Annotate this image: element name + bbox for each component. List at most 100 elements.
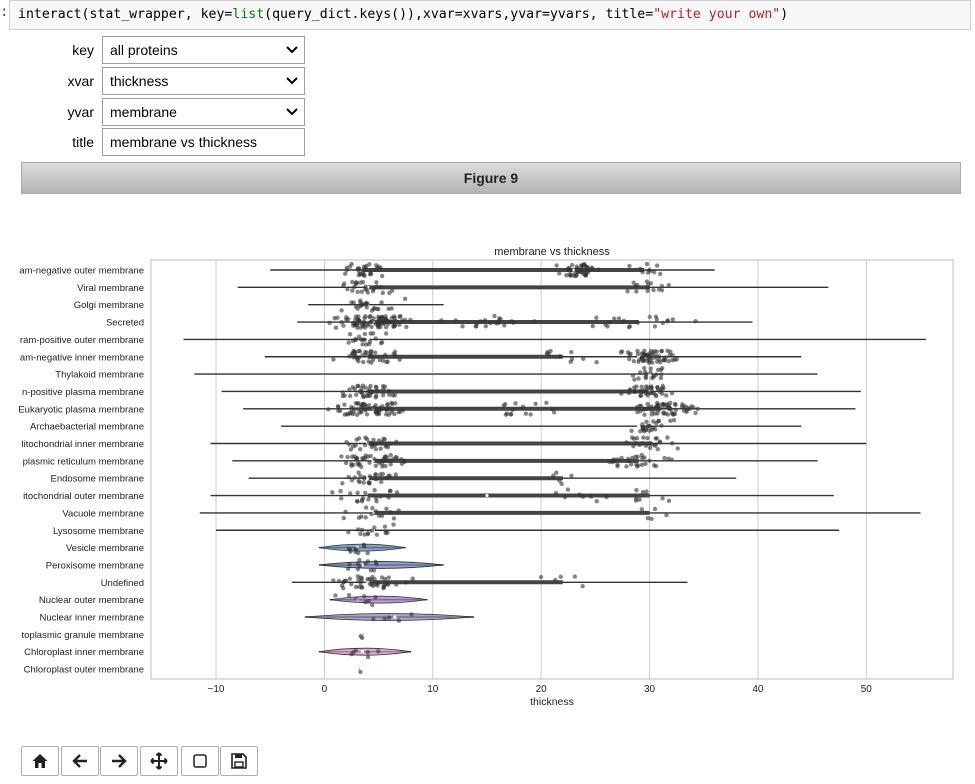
strip-point [388, 452, 393, 458]
strip-point [639, 384, 644, 390]
strip-point [355, 490, 360, 496]
strip-point [347, 576, 353, 581]
strip-point [655, 367, 661, 373]
chevron-down-icon [286, 46, 298, 54]
strip-point [594, 499, 599, 504]
strip-point [668, 349, 673, 354]
strip-point [631, 443, 636, 449]
pan-button[interactable] [140, 746, 178, 776]
strip-point [564, 273, 569, 278]
strip-point [639, 403, 644, 409]
strip-point [339, 496, 344, 501]
yvar-dropdown[interactable]: membrane [102, 98, 305, 126]
strip-point [383, 463, 388, 469]
violin-median [485, 493, 489, 498]
strip-point [644, 419, 649, 424]
back-button[interactable] [61, 746, 99, 776]
strip-point [335, 404, 341, 409]
strip-point [353, 647, 359, 653]
strip-point [647, 445, 653, 451]
strip-point [580, 584, 585, 589]
strip-point [630, 373, 636, 378]
strip-point [362, 593, 367, 599]
strip-point [356, 550, 361, 556]
strip-point [363, 314, 368, 319]
strip-point [634, 435, 640, 441]
strip-point [666, 359, 671, 364]
strip-point [358, 473, 363, 478]
strip-point [359, 514, 364, 519]
strip-point [343, 271, 348, 276]
strip-point [640, 269, 645, 275]
strip-point [373, 463, 379, 468]
strip-point [640, 424, 645, 430]
y-tick-label: plasmic reticulum membrane [23, 456, 144, 467]
strip-point [647, 458, 652, 463]
strip-point [590, 266, 595, 271]
strip-point [508, 412, 514, 417]
strip-point [377, 405, 383, 410]
strip-point [651, 374, 656, 379]
strip-point [659, 423, 664, 428]
plot-area [150, 259, 954, 680]
strip-point [645, 515, 651, 521]
strip-point [567, 272, 572, 278]
strip-point [372, 488, 377, 493]
chevron-down-icon [286, 77, 298, 85]
strip-point [636, 376, 641, 381]
home-button[interactable] [21, 746, 59, 776]
strip-point [391, 516, 397, 521]
strip-point [510, 407, 515, 413]
strip-point [663, 393, 669, 398]
forward-button[interactable] [100, 746, 138, 776]
strip-point [365, 454, 371, 459]
xvar-dropdown[interactable]: thickness [102, 67, 305, 95]
strip-point [382, 454, 388, 460]
strip-point [390, 401, 395, 407]
strip-point [359, 464, 364, 470]
zoom-rect-button[interactable] [181, 746, 219, 776]
strip-point [356, 317, 362, 323]
strip-point [657, 439, 663, 444]
strip-point [363, 349, 368, 355]
strip-point [365, 321, 371, 327]
strip-point [385, 580, 390, 585]
strip-point [366, 480, 372, 485]
yvar-dropdown-value: membrane [110, 104, 177, 120]
strip-point [681, 408, 687, 413]
strip-point [605, 324, 610, 329]
strip-point [637, 357, 642, 362]
strip-point [653, 353, 658, 358]
strip-point [374, 393, 379, 398]
arrow-right-icon [112, 754, 127, 768]
x-tick-label: −10 [208, 684, 225, 695]
strip-point [360, 342, 365, 347]
violin-plot[interactable]: −10 0 10 20 30 40 50 membrane vs thickness thick… [0, 238, 975, 708]
strip-point [654, 436, 660, 441]
strip-point [641, 429, 647, 434]
strip-point [388, 458, 393, 463]
strip-point [362, 532, 367, 537]
strip-point [362, 402, 368, 407]
strip-point [359, 527, 365, 533]
strip-point [553, 490, 559, 496]
strip-point [396, 618, 402, 623]
code-cell[interactable]: interact(stat_wrapper, key=list(query_di… [9, 0, 971, 30]
strip-point [353, 584, 359, 590]
save-button[interactable] [220, 746, 258, 776]
strip-point [594, 359, 599, 365]
strip-point [666, 498, 672, 503]
strip-point [369, 582, 374, 587]
y-tick-label: Vacuole membrane [62, 508, 144, 519]
strip-point [583, 264, 588, 269]
strip-point [349, 581, 354, 587]
strip-point [385, 402, 390, 407]
strip-point [348, 393, 353, 399]
x-tick-label: 40 [752, 684, 764, 695]
strip-point [633, 283, 638, 289]
strip-point [376, 318, 382, 323]
title-input[interactable]: membrane vs thickness [102, 128, 305, 156]
strip-point [343, 460, 349, 466]
key-dropdown[interactable]: all proteins [102, 36, 305, 64]
strip-point [352, 475, 358, 480]
